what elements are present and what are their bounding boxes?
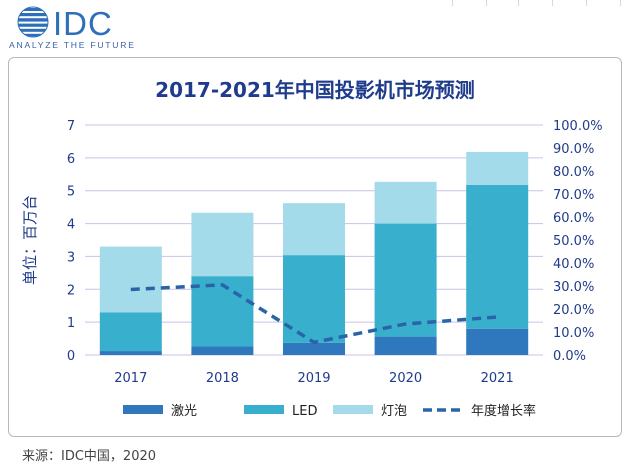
legend-label: LED [292, 404, 317, 419]
y2-axis-ticks: 0.0% 10.0% 20.0% 30.0% 40.0% 50.0% 60.0% 70.0% 8… [553, 119, 603, 364]
y2-tick-label: 70.0% [553, 188, 594, 203]
logo-text: IDC [53, 5, 113, 42]
bar-segment [191, 346, 254, 355]
bar-segment [283, 342, 345, 355]
chart: 2017-2021年中国投影机市场预测 0 1 2 3 4 5 6 7 0.0% 10.0% 20… [21, 78, 603, 419]
x-tick-label: 2017 [114, 371, 147, 386]
bar-segment [191, 212, 254, 277]
legend-swatch [244, 405, 284, 414]
y-tick-label: 5 [67, 185, 75, 200]
logo-tagline: ANALYZE THE FUTURE [9, 40, 136, 50]
y-tick-label: 6 [67, 152, 75, 167]
x-tick-label: 2021 [481, 371, 514, 386]
y-axis-ticks: 0 1 2 3 4 5 6 7 [67, 119, 75, 364]
x-tick-label: 2020 [389, 371, 422, 386]
y2-tick-label: 50.0% [553, 234, 594, 249]
bar-segment [283, 255, 345, 343]
y2-tick-label: 80.0% [553, 165, 594, 180]
bar-segment [99, 246, 162, 313]
chart-title: 2017-2021年中国投影机市场预测 [155, 78, 475, 102]
y2-tick-label: 60.0% [553, 211, 594, 226]
bar-segment [374, 336, 437, 355]
top-tab-strip [452, 0, 630, 6]
legend: 激光 LED 灯泡 年度增长率 [123, 403, 536, 419]
globe-icon [17, 6, 49, 38]
y2-tick-label: 20.0% [553, 303, 594, 318]
y2-tick-label: 10.0% [553, 326, 594, 341]
bar-segment [374, 181, 437, 224]
y-tick-label: 1 [67, 316, 75, 331]
y2-tick-label: 90.0% [553, 142, 594, 157]
growth-line [130, 283, 498, 345]
source-note: 来源：IDC中国，2020 [22, 449, 157, 464]
y-tick-label: 0 [67, 349, 75, 364]
bar-segment [466, 328, 529, 355]
y2-tick-label: 0.0% [553, 349, 586, 364]
bar-segment [374, 223, 437, 337]
bar-segment [283, 203, 345, 256]
x-tick-label: 2019 [297, 371, 330, 386]
growth-rate-line [130, 283, 498, 345]
bar-segment [99, 351, 162, 355]
x-tick-label: 2018 [206, 371, 239, 386]
bar-segment [466, 151, 529, 185]
bar-segment [99, 312, 162, 352]
legend-label: 灯泡 [381, 404, 407, 419]
legend-label: 年度增长率 [471, 403, 536, 419]
y2-tick-label: 100.0% [553, 119, 603, 134]
y2-tick-label: 30.0% [553, 280, 594, 295]
y-tick-label: 4 [67, 218, 75, 233]
legend-swatch [123, 405, 163, 414]
legend-label: 激光 [171, 404, 197, 419]
y-tick-label: 2 [67, 283, 75, 298]
idc-logo: IDC [17, 5, 113, 42]
bar-segment [191, 276, 254, 347]
y-tick-label: 7 [67, 119, 75, 134]
y-tick-label: 3 [67, 250, 75, 265]
bar-segment [466, 184, 529, 329]
legend-swatch [333, 405, 373, 414]
y2-tick-label: 40.0% [553, 257, 594, 272]
bars [99, 151, 529, 355]
x-axis-ticks: 2017 2018 2019 2020 2021 [114, 371, 513, 386]
y-axis-label: 单位：百万台 [21, 195, 39, 285]
